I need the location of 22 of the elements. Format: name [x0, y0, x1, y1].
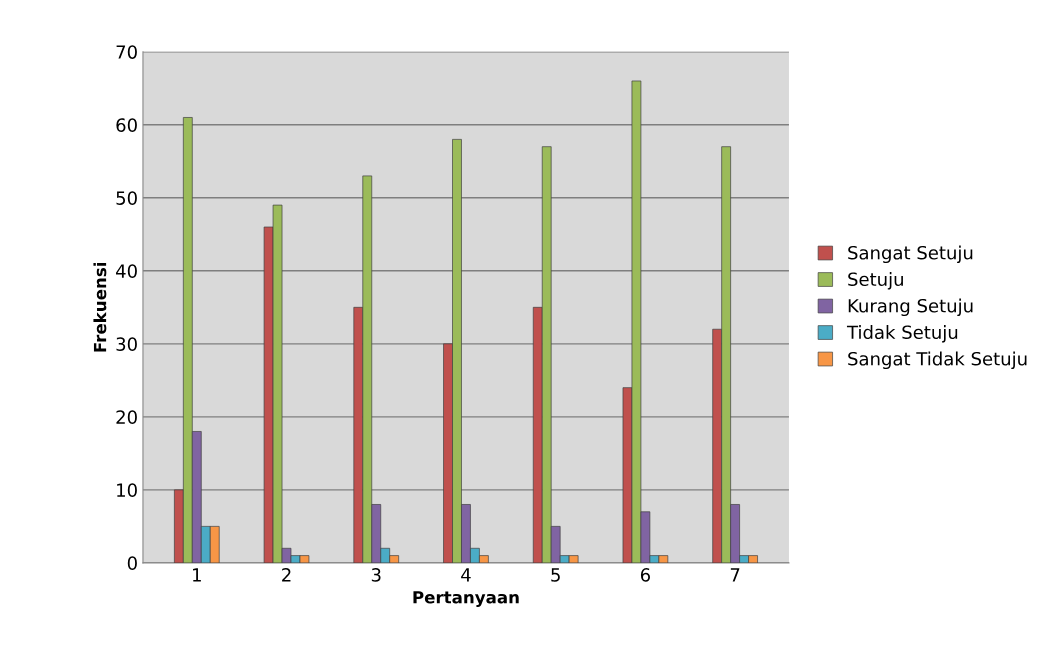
x-axis-title: Pertanyaan	[413, 591, 519, 607]
legend-label: Setuju	[848, 272, 903, 290]
y-tick-label: 60	[116, 118, 137, 132]
x-tick-label: 7	[730, 568, 740, 582]
x-tick-label: 2	[282, 568, 291, 582]
legend-label: Tidak Setuju	[846, 325, 958, 343]
y-tick-label: 10	[117, 483, 137, 497]
legend-label: Sangat Setuju	[848, 245, 973, 264]
x-tick-label: 1	[193, 568, 201, 582]
y-tick-label: 0	[127, 556, 137, 571]
y-axis-title: Frekuensi	[93, 262, 107, 352]
x-tick-label: 4	[461, 568, 471, 582]
x-tick-label: 5	[551, 568, 560, 582]
x-tick-label: 6	[640, 568, 651, 582]
legend-label: Kurang Setuju	[848, 298, 973, 317]
y-tick-label: 40	[116, 264, 137, 278]
legend-label: Sangat Tidak Setuju	[848, 351, 1027, 370]
y-tick-label: 70	[116, 45, 137, 59]
y-tick-label: 50	[116, 191, 137, 205]
x-tick-label: 3	[371, 568, 381, 582]
y-tick-label: 30	[116, 337, 137, 351]
y-tick-label: 20	[116, 410, 137, 424]
